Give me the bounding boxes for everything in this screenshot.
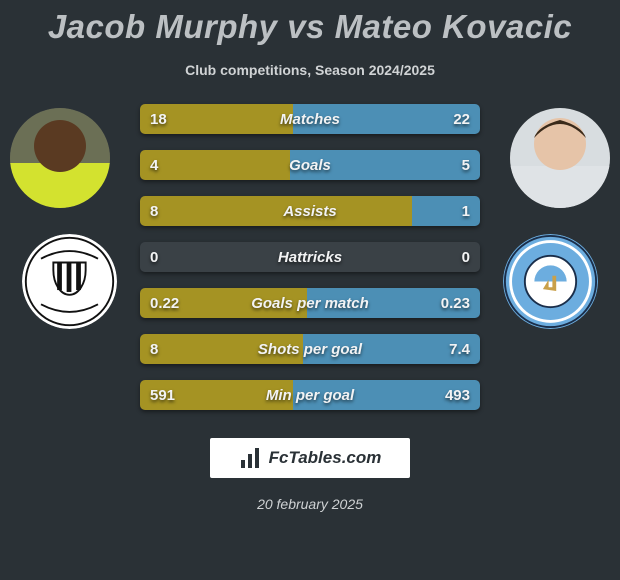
stat-value-left: 591 <box>140 380 185 410</box>
stat-value-right: 1 <box>452 196 480 226</box>
stat-value-left: 0.22 <box>140 288 189 318</box>
stat-value-right: 0.23 <box>431 288 480 318</box>
club-badge-right <box>503 234 598 329</box>
stat-bars: 1822Matches45Goals81Assists00Hattricks0.… <box>140 104 480 426</box>
stat-value-right: 5 <box>452 150 480 180</box>
stat-row: 591493Min per goal <box>140 380 480 410</box>
date-text: 20 february 2025 <box>0 496 620 512</box>
player-avatar-left <box>10 108 110 208</box>
player-avatar-right <box>510 108 610 208</box>
stat-value-right: 7.4 <box>439 334 480 364</box>
stat-row: 81Assists <box>140 196 480 226</box>
branding-badge: FcTables.com <box>210 438 410 478</box>
stat-row: 87.4Shots per goal <box>140 334 480 364</box>
mancity-badge-icon <box>503 234 598 329</box>
player-right-silhouette <box>510 108 610 208</box>
stat-row: 0.220.23Goals per match <box>140 288 480 318</box>
stat-value-left: 8 <box>140 334 168 364</box>
stat-value-left: 0 <box>140 242 168 272</box>
player-left-silhouette <box>10 108 110 208</box>
core: 1822Matches45Goals81Assists00Hattricks0.… <box>0 104 620 414</box>
page-title: Jacob Murphy vs Mateo Kovacic <box>0 8 620 46</box>
comparison-infographic: Jacob Murphy vs Mateo Kovacic Club compe… <box>0 0 620 580</box>
stat-row: 45Goals <box>140 150 480 180</box>
club-badge-left <box>22 234 117 329</box>
bar-chart-icon <box>239 446 263 470</box>
stat-value-left: 8 <box>140 196 168 226</box>
subtitle: Club competitions, Season 2024/2025 <box>0 62 620 78</box>
newcastle-badge-icon <box>22 234 117 329</box>
stat-value-right: 0 <box>452 242 480 272</box>
stat-value-right: 22 <box>443 104 480 134</box>
stat-value-left: 4 <box>140 150 168 180</box>
stat-value-right: 493 <box>435 380 480 410</box>
stat-value-left: 18 <box>140 104 177 134</box>
stat-row: 00Hattricks <box>140 242 480 272</box>
stat-row: 1822Matches <box>140 104 480 134</box>
branding-text: FcTables.com <box>269 448 382 468</box>
